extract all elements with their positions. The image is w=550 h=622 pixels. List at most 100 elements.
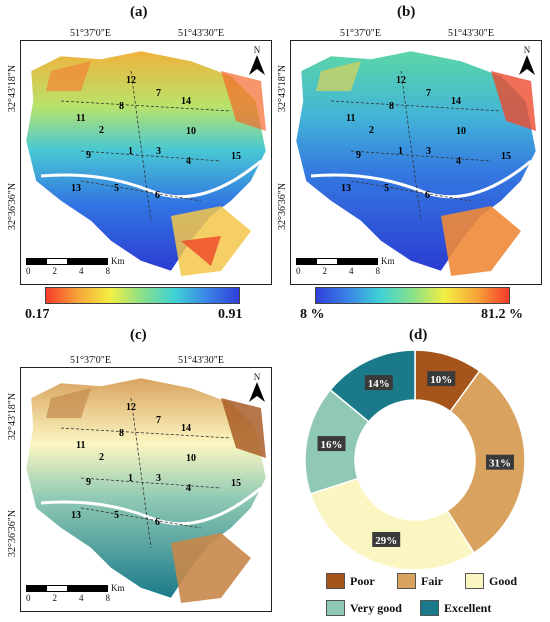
donut-slice-good: [309, 477, 475, 571]
district-label: 14: [451, 96, 461, 107]
svg-text:31%: 31%: [489, 458, 511, 470]
district-label: 15: [501, 151, 511, 162]
district-label: 4: [186, 483, 191, 494]
district-label: 1: [128, 146, 133, 157]
district-label: 8: [119, 428, 124, 439]
district-label: 7: [156, 88, 161, 99]
lon-label-2-b: 51°43'30"E: [448, 28, 494, 39]
district-label: 4: [456, 156, 461, 167]
north-arrow-b: N: [519, 45, 535, 77]
lat-label-2-c: 32°36'36"N: [7, 509, 18, 557]
lat-label-1-b: 32°43'18"N: [277, 64, 288, 112]
colorbar-a-max: 0.91: [218, 307, 243, 322]
district-label: 8: [119, 101, 124, 112]
slice-value-label: 16%: [317, 436, 346, 452]
district-label: 9: [356, 150, 361, 161]
legend-item-very-good: Very good: [326, 600, 402, 616]
panel-label-a: (a): [130, 4, 148, 20]
district-label: 11: [346, 113, 355, 124]
colorbar-a-min: 0.17: [25, 307, 50, 322]
panel-label-b: (b): [397, 4, 416, 20]
map-b-graphic: 12 7 14 8 11 2 10 9 1 3 4 15 13 5 6: [295, 50, 537, 276]
district-label: 6: [425, 190, 430, 201]
legend-item-poor: Poor: [326, 573, 375, 589]
district-label: 15: [231, 478, 241, 489]
map-panel-a: 12 7 14 8 11 2 10 9 1 3 4 15 13 5 6 N Km…: [20, 40, 272, 285]
legend-swatch-fair: [397, 573, 416, 589]
legend-item-good: Good: [465, 573, 517, 589]
district-label: 4: [186, 156, 191, 167]
legend-label-good: Good: [489, 573, 518, 588]
district-label: 9: [86, 150, 91, 161]
district-label: 13: [341, 183, 351, 194]
district-label: 10: [456, 126, 466, 137]
district-label: 2: [369, 125, 374, 136]
legend-swatch-poor: [326, 573, 345, 589]
map-panel-c: 12 7 14 8 11 2 10 9 1 3 4 15 13 5 6 N Km…: [20, 367, 272, 612]
colorbar-b-max: 81.2 %: [481, 307, 523, 322]
district-label: 3: [156, 146, 161, 157]
legend-label-very-good: Very good: [350, 600, 402, 615]
district-label: 9: [86, 477, 91, 488]
district-label: 13: [71, 183, 81, 194]
district-label: 2: [99, 452, 104, 463]
legend-item-excellent: Excellent: [420, 600, 491, 616]
district-label: 12: [126, 75, 136, 86]
map-a-graphic: 12 7 14 8 11 2 10 9 1 3 4 15 13 5 6: [25, 50, 267, 276]
lon-label-1-a: 51°37'0"E: [70, 28, 111, 39]
map-panel-b: 12 7 14 8 11 2 10 9 1 3 4 15 13 5 6 N Km…: [290, 40, 542, 285]
north-arrow-a: N: [249, 45, 265, 77]
donut-chart: 10% 31% 29% 16% 14%: [304, 349, 526, 571]
district-label: 11: [76, 440, 85, 451]
district-label: 5: [114, 183, 119, 194]
svg-text:14%: 14%: [368, 378, 390, 390]
district-label: 8: [389, 101, 394, 112]
slice-value-label: 31%: [485, 454, 514, 470]
district-label: 5: [384, 183, 389, 194]
slice-value-label: 10%: [427, 371, 456, 387]
district-label: 14: [181, 423, 191, 434]
svg-text:10%: 10%: [430, 374, 452, 386]
district-label: 13: [71, 510, 81, 521]
legend-swatch-good: [465, 573, 484, 589]
district-label: 5: [114, 510, 119, 521]
slice-value-label: 14%: [364, 375, 393, 391]
lon-label-1-c: 51°37'0"E: [70, 355, 111, 366]
district-label: 2: [99, 125, 104, 136]
legend-swatch-very-good: [326, 600, 345, 616]
lon-label-2-c: 51°43'30"E: [178, 355, 224, 366]
panel-label-d: (d): [409, 327, 428, 343]
district-label: 10: [186, 453, 196, 464]
legend-label-excellent: Excellent: [444, 600, 492, 615]
district-label: 10: [186, 126, 196, 137]
lat-label-2-a: 32°36'36"N: [7, 182, 18, 230]
district-label: 12: [396, 75, 406, 86]
district-label: 6: [155, 517, 160, 528]
lon-label-1-b: 51°37'0"E: [340, 28, 381, 39]
panel-label-c: (c): [130, 327, 147, 343]
legend-swatch-excellent: [420, 600, 439, 616]
district-label: 14: [181, 96, 191, 107]
svg-text:29%: 29%: [375, 535, 397, 547]
district-label: 12: [126, 402, 136, 413]
district-label: 3: [156, 473, 161, 484]
district-label: 6: [155, 190, 160, 201]
colorbar-a: [45, 287, 240, 304]
lon-label-2-a: 51°43'30"E: [178, 28, 224, 39]
colorbar-b-min: 8 %: [300, 307, 325, 322]
lat-label-1-a: 32°43'18"N: [7, 64, 18, 112]
legend-label-fair: Fair: [421, 573, 443, 588]
lat-label-1-c: 32°43'18"N: [7, 392, 18, 440]
district-label: 15: [231, 151, 241, 162]
north-arrow-c: N: [249, 372, 265, 404]
map-c-graphic: 12 7 14 8 11 2 10 9 1 3 4 15 13 5 6: [25, 377, 267, 603]
district-label: 1: [398, 146, 403, 157]
lat-label-2-b: 32°36'36"N: [277, 182, 288, 230]
colorbar-b: [315, 287, 510, 304]
legend-item-fair: Fair: [397, 573, 443, 589]
svg-text:16%: 16%: [321, 439, 343, 451]
district-label: 1: [128, 473, 133, 484]
